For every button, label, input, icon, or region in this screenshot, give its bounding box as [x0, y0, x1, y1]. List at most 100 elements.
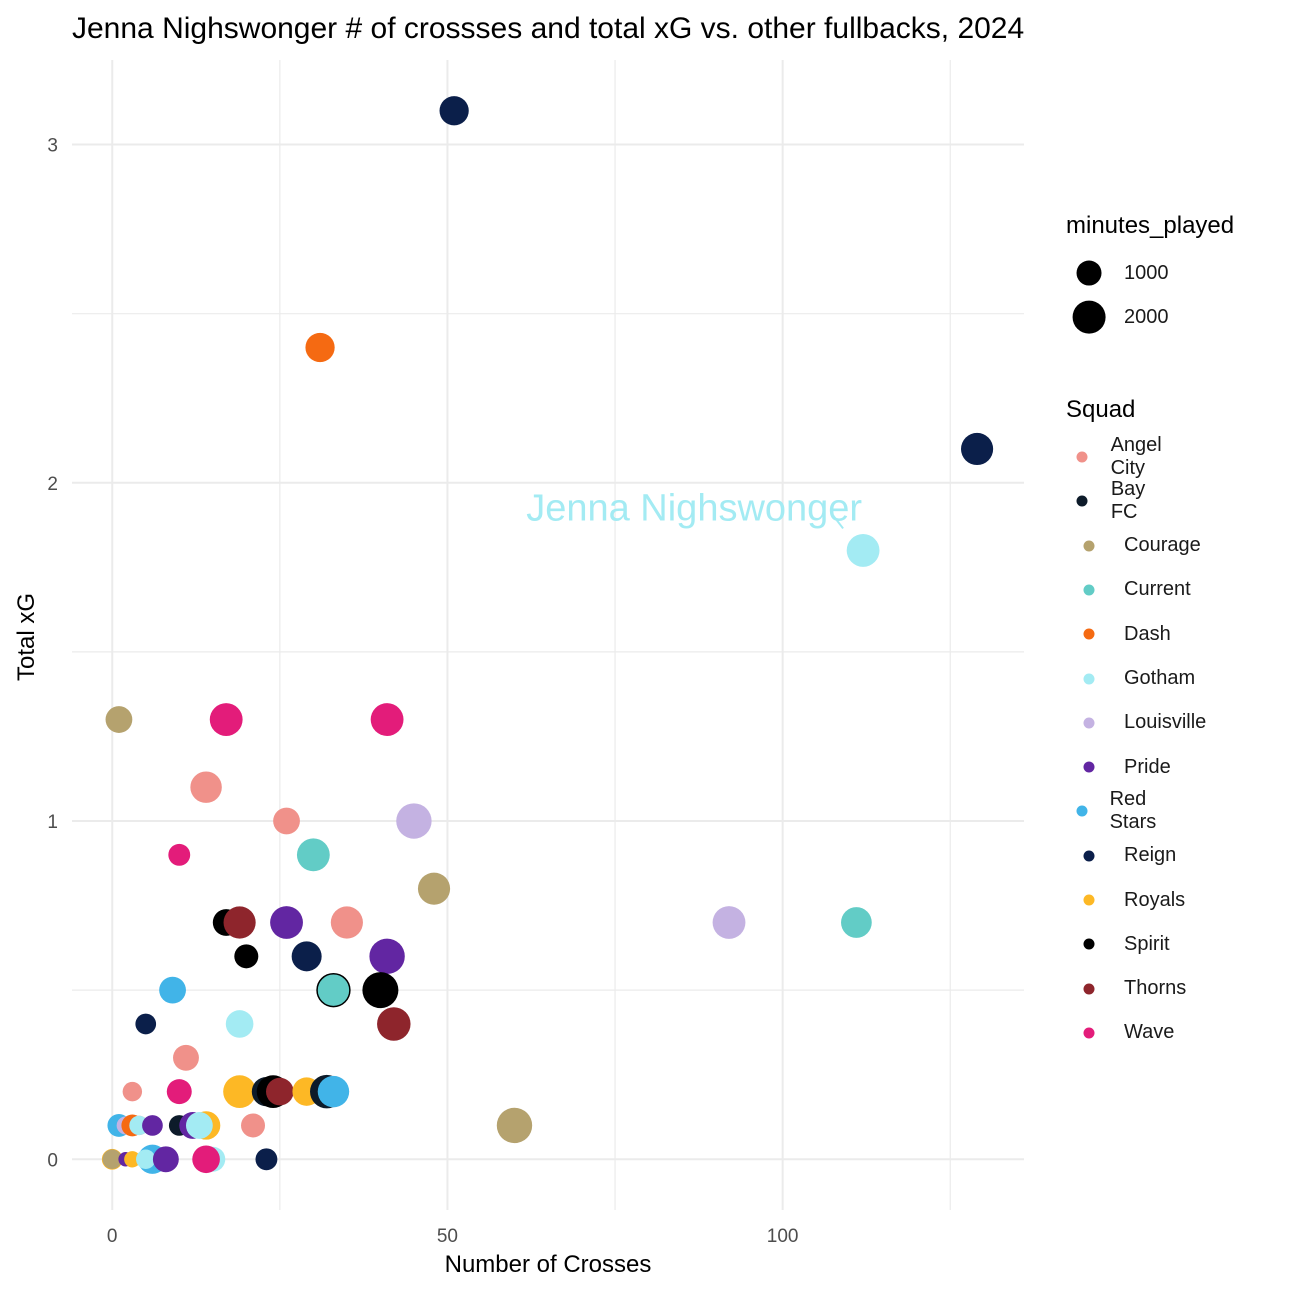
color-legend-key: [1066, 708, 1112, 738]
data-point: [255, 1148, 278, 1171]
color-legend-key: [1066, 486, 1099, 516]
data-point: [712, 906, 746, 939]
y-tick-label: 2: [47, 474, 58, 495]
axis-ticks: 0 50 100 0 1 2 3: [47, 136, 798, 1247]
data-point: [266, 1077, 294, 1106]
data-point: [396, 803, 432, 839]
y-axis-label: Total xG: [13, 593, 40, 681]
size-legend-title: minutes_played: [1066, 212, 1235, 239]
x-axis-label: Number of Crosses: [445, 1251, 652, 1278]
color-legend-item: Courage: [1066, 531, 1201, 561]
data-point: [377, 1007, 411, 1041]
color-legend-key: [1066, 885, 1112, 915]
color-legend-item: Dash: [1066, 619, 1171, 649]
color-legend-item: Wave: [1066, 1018, 1174, 1048]
data-point: [159, 976, 186, 1004]
data-point: [846, 534, 880, 567]
data-point: [273, 807, 300, 835]
color-legend-key: [1066, 974, 1112, 1004]
color-legend-item: Red Stars: [1066, 788, 1171, 833]
data-point: [296, 838, 330, 872]
data-points: [101, 96, 994, 1174]
data-point: [166, 1079, 192, 1105]
color-legend-item: Louisville: [1066, 708, 1206, 738]
data-point: [496, 1107, 533, 1144]
chart-title: Jenna Nighswonger # of crossses and tota…: [72, 12, 1024, 45]
x-tick-label: 50: [437, 1226, 458, 1247]
size-legend: minutes_played 1000 2000: [1066, 212, 1235, 334]
color-legend-key: [1066, 841, 1112, 871]
color-legend-item: Reign: [1066, 841, 1176, 871]
data-point: [122, 1081, 143, 1102]
data-point: [102, 1149, 122, 1169]
data-point: [152, 1146, 179, 1173]
data-point: [316, 972, 351, 1008]
size-legend-item: 2000: [1066, 300, 1169, 334]
color-legend-label: Wave: [1124, 1021, 1175, 1044]
data-point: [209, 703, 243, 736]
color-legend-label: Royals: [1124, 888, 1186, 911]
data-point: [241, 1113, 266, 1138]
data-point: [305, 332, 335, 363]
size-legend-label: 2000: [1124, 305, 1169, 328]
data-point: [417, 872, 451, 905]
color-legend-item: Bay FC: [1066, 478, 1158, 523]
data-point: [841, 907, 872, 938]
data-point: [185, 1112, 213, 1139]
color-legend-item: Gotham: [1066, 664, 1195, 694]
color-legend-key: [1066, 531, 1112, 561]
color-legend-title: Squad: [1066, 396, 1136, 423]
color-legend-label: Reign: [1124, 844, 1177, 867]
color-legend-key: [1066, 619, 1112, 649]
data-point: [135, 1013, 157, 1035]
data-point: [142, 1115, 163, 1136]
data-point: [960, 432, 994, 466]
color-legend-label: Current: [1124, 578, 1191, 601]
x-tick-label: 100: [767, 1226, 799, 1247]
color-legend-label: Bay FC: [1110, 478, 1146, 524]
color-legend-item: Royals: [1066, 885, 1185, 915]
color-legend-item: Thorns: [1066, 974, 1186, 1004]
color-legend-item: Spirit: [1066, 929, 1170, 959]
data-point: [168, 843, 191, 866]
color-legend-item: Pride: [1066, 752, 1171, 782]
y-tick-label: 1: [47, 812, 58, 833]
data-point: [291, 941, 322, 972]
color-legend-label: Dash: [1124, 622, 1171, 645]
data-point: [330, 906, 363, 939]
color-legend-key: [1066, 796, 1098, 826]
color-legend-key: [1066, 575, 1112, 605]
data-point: [234, 944, 259, 969]
color-legend-label: Thorns: [1124, 977, 1187, 1000]
color-legend-key: [1066, 664, 1112, 694]
annotation-leader-line: [832, 514, 844, 530]
data-point: [192, 1145, 220, 1174]
data-point: [136, 1149, 156, 1169]
data-point: [223, 906, 256, 939]
color-legend-item: Current: [1066, 575, 1191, 605]
color-legend: Squad Angel City Bay FC Courage Current Dash…: [1066, 396, 1206, 1043]
data-point: [225, 1010, 254, 1038]
size-legend-key: [1066, 258, 1112, 288]
data-point: [190, 771, 222, 803]
annotation-label: Jenna Nighswonger: [526, 487, 862, 529]
color-legend-item: Angel City: [1066, 434, 1175, 479]
data-point: [362, 972, 399, 1009]
color-legend-label: Red Stars: [1109, 788, 1157, 834]
color-legend-label: Gotham: [1124, 667, 1196, 689]
data-point: [223, 1075, 257, 1109]
size-legend-item: 1000: [1066, 258, 1169, 288]
y-tick-label: 3: [47, 136, 58, 157]
size-legend-key: [1066, 300, 1112, 334]
x-tick-label: 0: [107, 1226, 118, 1247]
color-legend-key: [1066, 1018, 1112, 1048]
color-legend-label: Spirit: [1124, 932, 1170, 955]
size-legend-label: 1000: [1124, 261, 1169, 284]
color-legend-key: [1066, 442, 1099, 472]
color-legend-label: Courage: [1124, 534, 1201, 557]
color-legend-key: [1066, 752, 1112, 782]
color-legend-key: [1066, 929, 1112, 959]
y-tick-label: 0: [47, 1150, 58, 1171]
data-point: [369, 938, 405, 975]
